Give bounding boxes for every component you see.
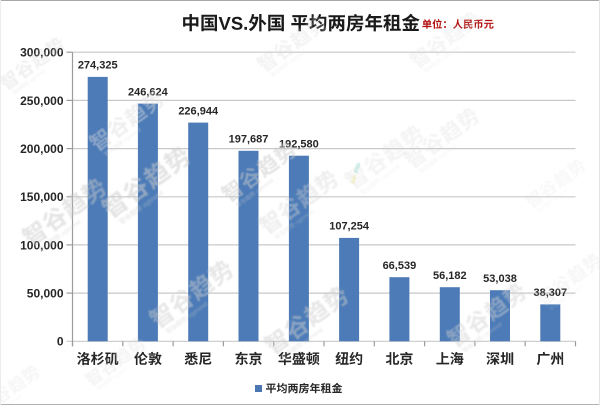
svg-text:53,038: 53,038: [483, 273, 517, 285]
svg-text:150,000: 150,000: [20, 190, 64, 204]
svg-text:226,944: 226,944: [178, 105, 219, 117]
svg-text:250,000: 250,000: [20, 94, 64, 108]
svg-text:274,325: 274,325: [78, 60, 118, 72]
svg-text:66,539: 66,539: [383, 260, 417, 272]
svg-text:107,254: 107,254: [329, 221, 370, 233]
svg-text:50,000: 50,000: [27, 287, 64, 301]
svg-text:0: 0: [57, 335, 64, 349]
svg-text:197,687: 197,687: [229, 134, 269, 146]
svg-text:56,182: 56,182: [433, 270, 467, 282]
svg-text:200,000: 200,000: [20, 142, 64, 156]
